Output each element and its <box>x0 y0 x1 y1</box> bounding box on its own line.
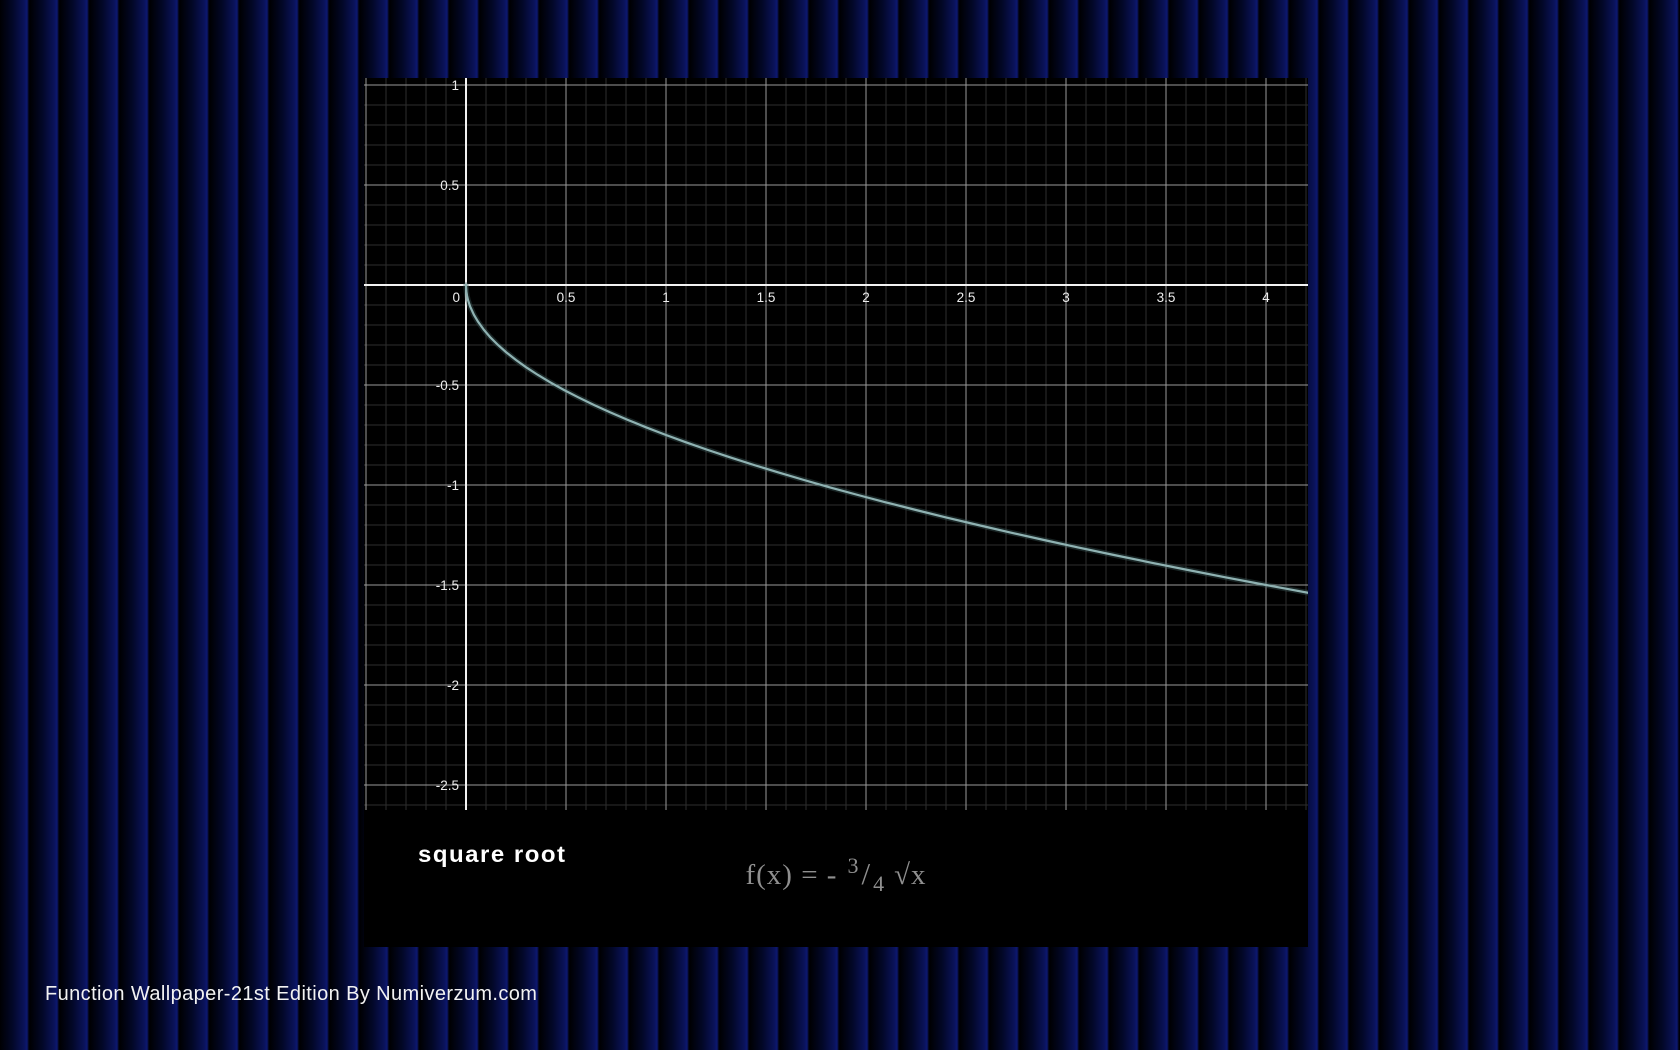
y-axis-tick-label: -1 <box>447 478 459 493</box>
x-axis-tick-label: 2 <box>862 290 870 305</box>
x-axis-tick-label: 3 <box>1062 290 1070 305</box>
formula-lhs: f(x) = - <box>745 859 838 891</box>
formula-fraction-slash: / <box>861 856 872 891</box>
x-axis-tick-label: 4 <box>1262 290 1270 305</box>
formula-denominator: 4 <box>873 871 886 896</box>
x-axis-tick-label: 3.5 <box>1157 290 1176 305</box>
x-axis-tick-label: 2.5 <box>957 290 976 305</box>
y-axis-tick-label: -1.5 <box>436 578 459 593</box>
x-axis-tick-label: 1 <box>662 290 670 305</box>
function-name-label: square root <box>418 842 567 868</box>
x-axis-tick-label: 0.5 <box>557 290 576 305</box>
origin-tick-label: 0 <box>452 290 460 305</box>
function-chart: 1 0.5 0 -0.5 -1 -1.5 -2 -2.5 0.5 1 1.5 2 2.5 3 3.5 4 <box>364 78 1308 810</box>
y-axis-tick-label: -2.5 <box>436 778 459 793</box>
y-axis-tick-label: 0.5 <box>440 178 459 193</box>
function-curve <box>464 283 1308 594</box>
formula-radicand: √x <box>894 859 927 891</box>
y-axis-tick-label: -2 <box>447 678 459 693</box>
credit-caption: Function Wallpaper-21st Edition By Numiv… <box>45 983 538 1005</box>
function-plot-panel: 1 0.5 0 -0.5 -1 -1.5 -2 -2.5 0.5 1 1.5 2 2.5 3 3.5 4 sq… <box>364 78 1308 947</box>
x-axis-tick-label: 1.5 <box>757 290 776 305</box>
y-axis-tick-label: 1 <box>451 78 459 93</box>
y-axis-tick-label: -0.5 <box>436 378 459 393</box>
formula-numerator: 3 <box>847 853 860 878</box>
function-formula: f(x) = - 3/4 √x <box>364 853 1308 897</box>
function-curve-glow <box>463 282 1308 596</box>
